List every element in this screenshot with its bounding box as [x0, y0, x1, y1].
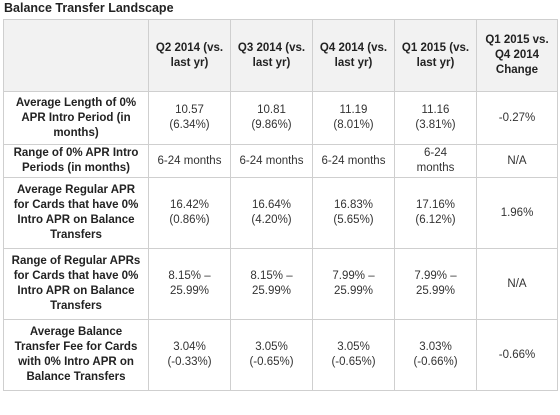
- row-label: Range of 0% APR Intro Periods (in months…: [3, 144, 149, 178]
- cell-change: (-0.33%): [167, 356, 212, 368]
- cell-value: 11.16: [421, 104, 450, 116]
- table-cell: 6-24 months: [394, 144, 477, 178]
- cell-value: 6-24 months: [157, 154, 222, 167]
- cell-value: 6-24: [423, 147, 448, 159]
- row-label: Range of Regular APRs for Cards that hav…: [3, 248, 149, 320]
- table-cell: -0.27%: [476, 91, 558, 145]
- cell-value: 3.05%: [337, 341, 370, 353]
- table-cell: N/A: [476, 248, 558, 320]
- table-row: Average Balance Transfer Fee for Cards w…: [3, 319, 558, 391]
- cell-change: (-0.66%): [413, 356, 458, 368]
- cell-change: (9.86%): [251, 119, 292, 131]
- cell-change: (3.81%): [415, 119, 456, 131]
- table-cell: 6-24 months: [230, 144, 313, 178]
- row-label: Average Regular APR for Cards that have …: [3, 177, 149, 249]
- table-cell: 8.15% – 25.99%: [148, 248, 231, 320]
- corner-header-cell: [3, 19, 149, 92]
- table-cell: 10.81 (9.86%): [230, 91, 313, 145]
- cell-change: (5.65%): [333, 214, 374, 226]
- row-label: Average Balance Transfer Fee for Cards w…: [3, 319, 149, 391]
- header-row: Q2 2014 (vs. last yr) Q3 2014 (vs. last …: [3, 19, 558, 92]
- cell-value: 10.81: [257, 104, 286, 116]
- row-label: Average Length of 0% APR Intro Period (i…: [3, 91, 149, 145]
- cell-change: 25.99%: [333, 285, 373, 297]
- cell-value: 16.64%: [251, 199, 291, 211]
- table-cell: 6-24 months: [312, 144, 395, 178]
- table-cell: 3.03% (-0.66%): [394, 319, 477, 391]
- cell-value: 6-24 months: [239, 154, 304, 167]
- table-cell: 7.99% – 25.99%: [312, 248, 395, 320]
- cell-value: 6-24 months: [321, 154, 386, 167]
- table-cell: 3.04% (-0.33%): [148, 319, 231, 391]
- cell-change: 25.99%: [251, 285, 291, 297]
- table-cell: 3.05% (-0.65%): [312, 319, 395, 391]
- cell-value: 8.15% –: [168, 270, 211, 282]
- table-cell: 16.83% (5.65%): [312, 177, 395, 249]
- table-cell: 3.05% (-0.65%): [230, 319, 313, 391]
- column-header: Q3 2014 (vs. last yr): [230, 19, 313, 92]
- cell-change: (6.34%): [169, 119, 210, 131]
- cell-value: 10.57: [175, 104, 204, 116]
- table-cell: 1.96%: [476, 177, 558, 249]
- cell-value: 3.03%: [419, 341, 452, 353]
- table-cell: 11.19 (8.01%): [312, 91, 395, 145]
- cell-value: N/A: [507, 277, 527, 290]
- cell-value: 8.15% –: [250, 270, 293, 282]
- column-header: Q4 2014 (vs. last yr): [312, 19, 395, 92]
- table-cell: 11.16 (3.81%): [394, 91, 477, 145]
- cell-value: 17.16%: [415, 199, 455, 211]
- cell-change: (6.12%): [415, 214, 456, 226]
- table-row: Average Length of 0% APR Intro Period (i…: [3, 91, 558, 145]
- page-title: Balance Transfer Landscape: [4, 1, 174, 15]
- table-row: Average Regular APR for Cards that have …: [3, 177, 558, 249]
- table-cell: 16.42% (0.86%): [148, 177, 231, 249]
- cell-value: -0.66%: [498, 348, 536, 361]
- column-header: Q2 2014 (vs. last yr): [148, 19, 231, 92]
- cell-value: 3.04%: [173, 341, 206, 353]
- cell-change: months: [416, 162, 455, 174]
- table-cell: 17.16% (6.12%): [394, 177, 477, 249]
- cell-value: 16.83%: [333, 199, 373, 211]
- column-header: Q1 2015 vs. Q4 2014 Change: [476, 19, 558, 92]
- table-cell: 6-24 months: [148, 144, 231, 178]
- cell-change: 25.99%: [169, 285, 209, 297]
- cell-value: 7.99% –: [332, 270, 375, 282]
- cell-change: (-0.65%): [331, 356, 376, 368]
- cell-value: 16.42%: [169, 199, 209, 211]
- cell-change: (8.01%): [333, 119, 374, 131]
- cell-value: 7.99% –: [414, 270, 457, 282]
- column-header: Q1 2015 (vs. last yr): [394, 19, 477, 92]
- table-cell: N/A: [476, 144, 558, 178]
- table-row: Range of Regular APRs for Cards that hav…: [3, 248, 558, 320]
- cell-value: 1.96%: [500, 206, 534, 219]
- table-cell: 7.99% – 25.99%: [394, 248, 477, 320]
- table-row: Range of 0% APR Intro Periods (in months…: [3, 144, 558, 178]
- cell-value: N/A: [507, 154, 527, 167]
- cell-value: -0.27%: [498, 111, 536, 124]
- cell-change: (4.20%): [251, 214, 292, 226]
- cell-change: (0.86%): [169, 214, 210, 226]
- table-cell: 10.57 (6.34%): [148, 91, 231, 145]
- cell-value: 3.05%: [255, 341, 288, 353]
- table-cell: -0.66%: [476, 319, 558, 391]
- balance-transfer-table: Q2 2014 (vs. last yr) Q3 2014 (vs. last …: [3, 19, 558, 391]
- table-cell: 16.64% (4.20%): [230, 177, 313, 249]
- table-cell: 8.15% – 25.99%: [230, 248, 313, 320]
- cell-value: 11.19: [339, 104, 368, 116]
- cell-change: (-0.65%): [249, 356, 294, 368]
- cell-change: 25.99%: [415, 285, 455, 297]
